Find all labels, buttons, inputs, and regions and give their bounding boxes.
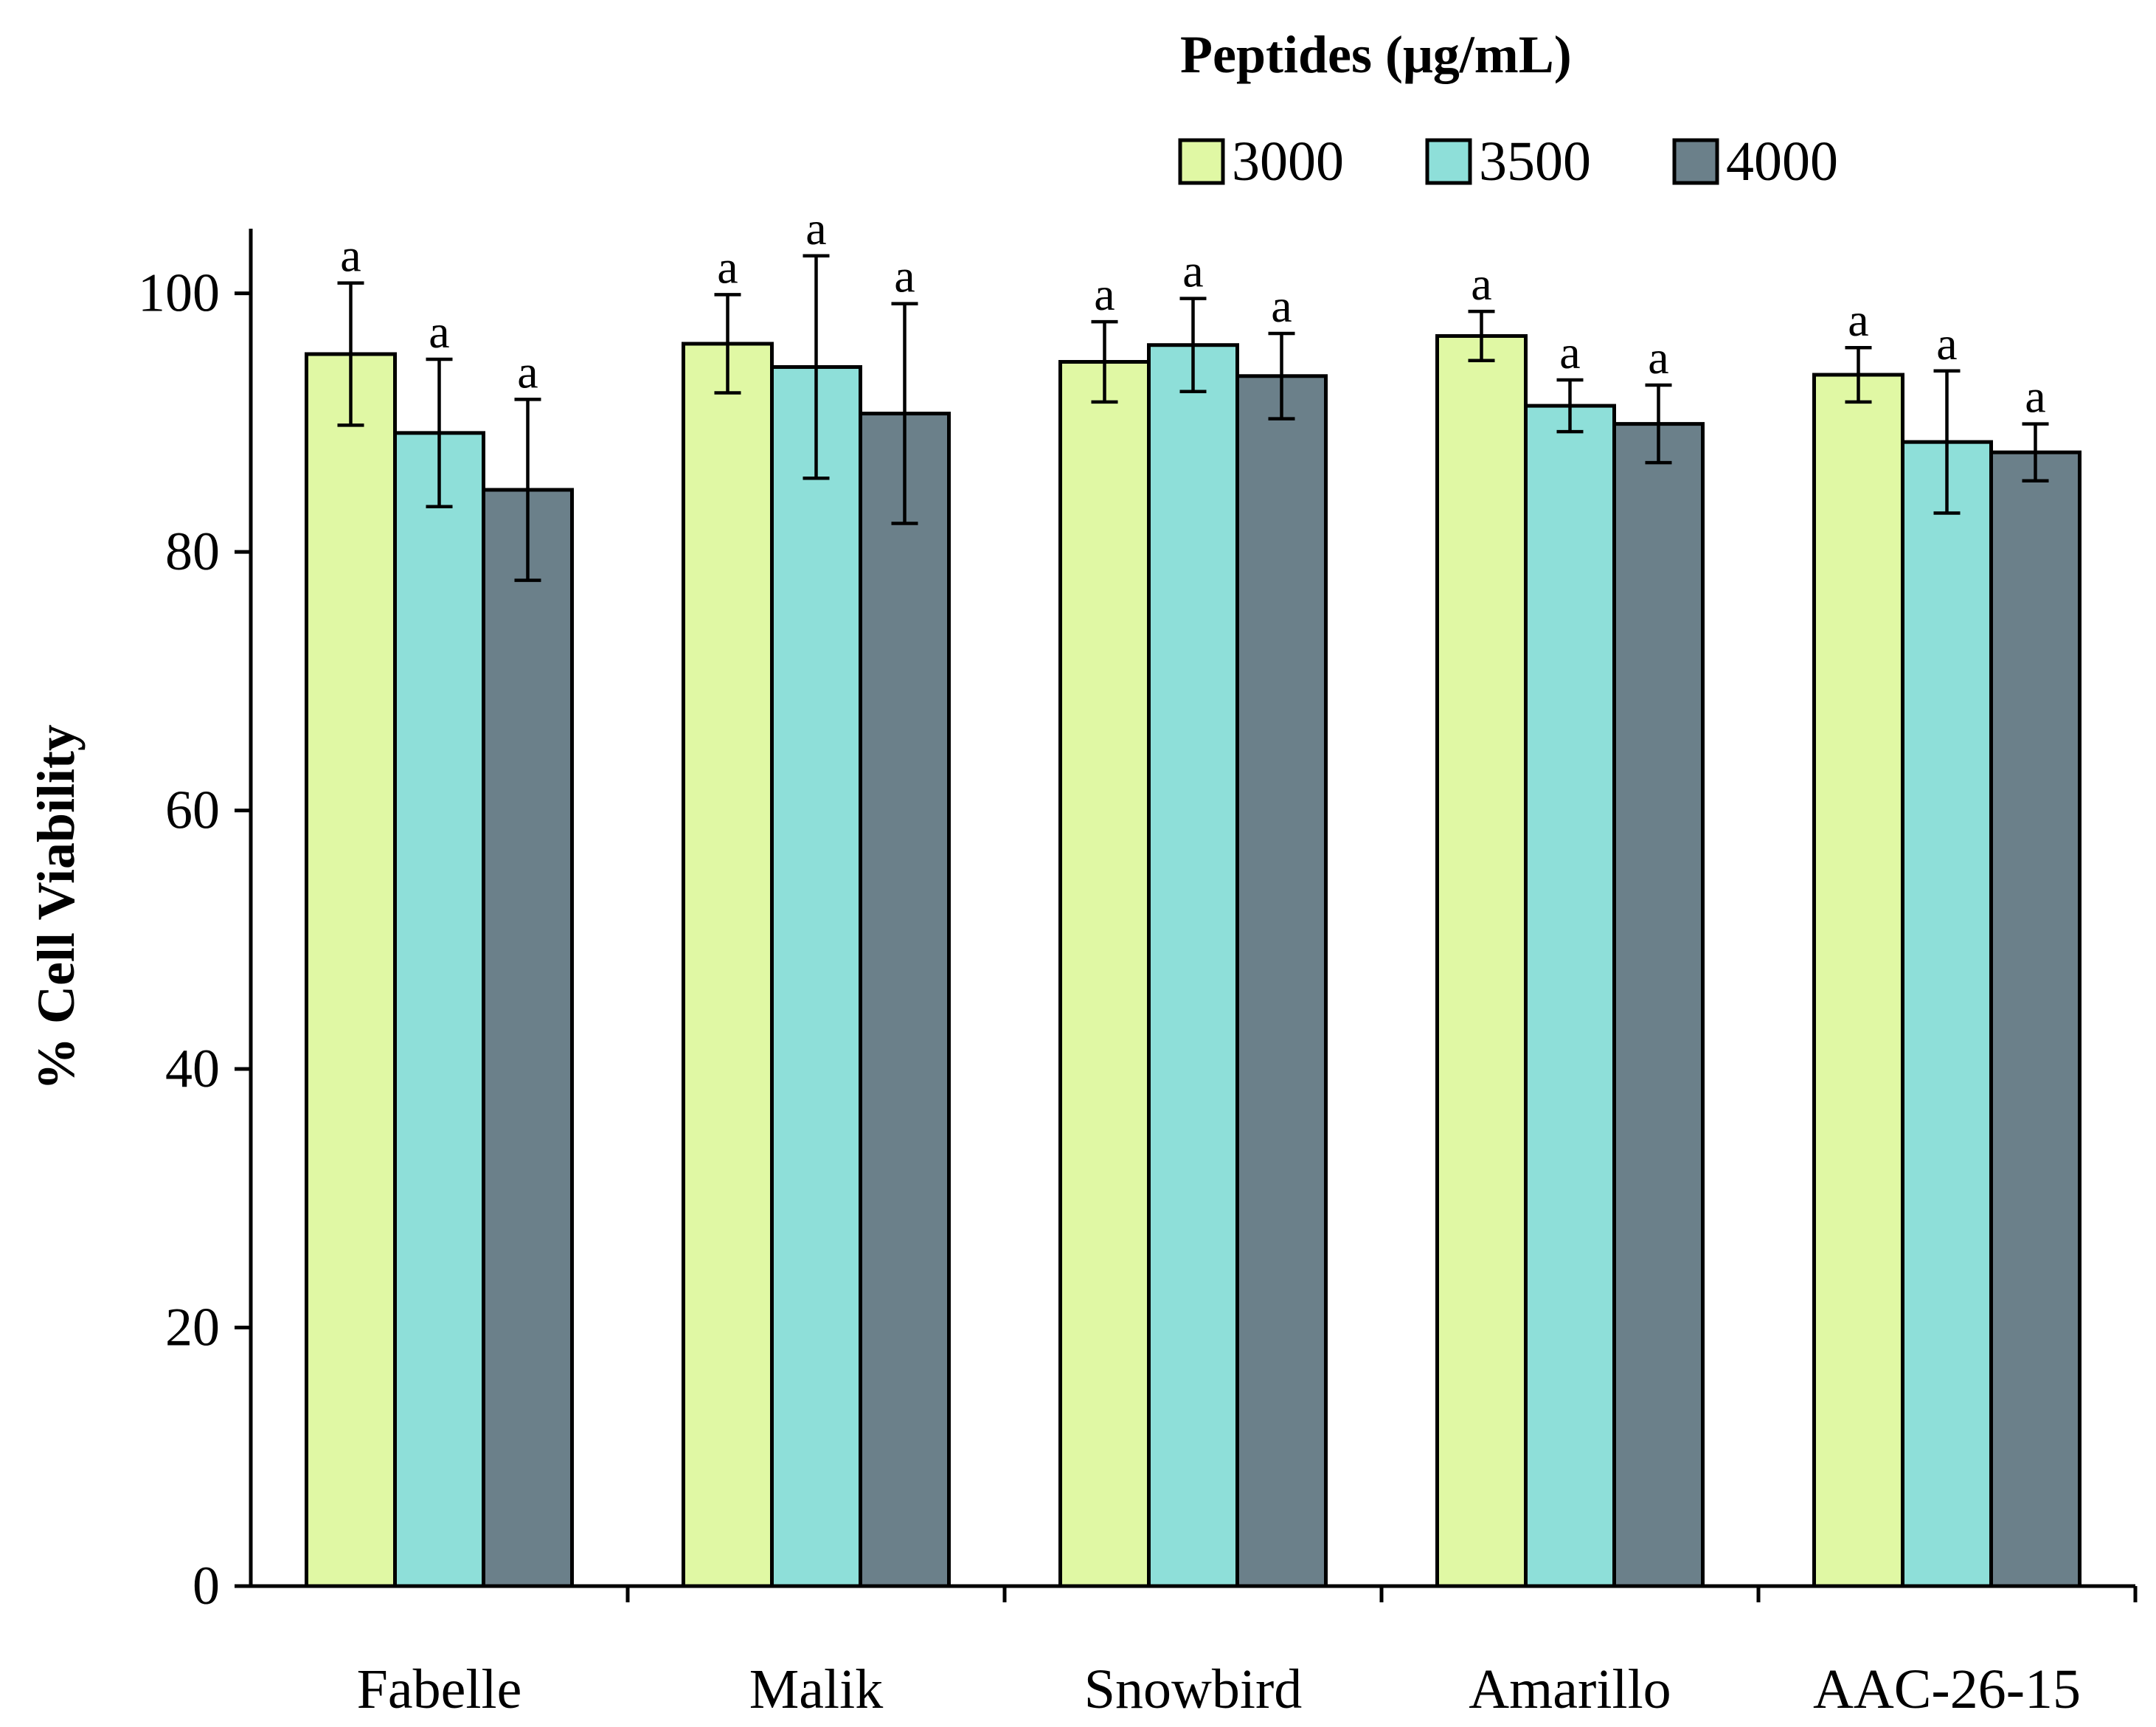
significance-label: a: [805, 202, 826, 255]
bar: [393, 431, 485, 1588]
error-bars: [337, 254, 2049, 582]
y-tick-label: 100: [138, 263, 220, 324]
legend-label: 3500: [1479, 131, 1591, 193]
x-tick-label: Amarillo: [1469, 1658, 1671, 1720]
bar: [1812, 373, 1904, 1588]
significance-label: a: [1094, 268, 1115, 320]
bar: [682, 342, 774, 1588]
legend-title: Peptides (μg/mL): [1180, 25, 1572, 84]
bar: [1901, 440, 1993, 1588]
bar: [859, 412, 951, 1588]
legend: 3000 3500 4000: [1178, 131, 1838, 193]
bar: [1147, 343, 1239, 1588]
bar: [305, 352, 397, 1588]
y-tick-label: 0: [193, 1556, 220, 1616]
bar: [1989, 450, 2082, 1588]
significance-label: a: [894, 250, 915, 302]
bar: [1235, 374, 1328, 1588]
bar: [1524, 404, 1616, 1588]
significance-label: a: [2025, 370, 2045, 423]
legend-swatch: [1178, 138, 1225, 185]
bar: [1612, 422, 1705, 1588]
significance-label: a: [517, 345, 538, 398]
bar: [770, 365, 862, 1588]
significance-label: a: [1648, 331, 1668, 384]
x-tick-label: Fabelle: [357, 1658, 522, 1720]
significance-label: a: [1936, 317, 1957, 370]
bar: [1435, 333, 1528, 1588]
legend-swatch: [1425, 138, 1472, 185]
x-tick-label: Malik: [749, 1658, 884, 1720]
x-tick-label: AAC-26-15: [1813, 1658, 2081, 1720]
significance-label: a: [1471, 257, 1491, 310]
significance-label: a: [1271, 280, 1292, 332]
labels: a a a a a a a a a a a a a a a: [340, 202, 2045, 423]
y-tick-label: 80: [165, 522, 220, 582]
axes: 0 20 40 60 80 100 Fabelle Malik Snowbird Amarillo…: [138, 229, 2138, 1720]
significance-label: a: [429, 305, 449, 358]
bar: [1058, 359, 1151, 1588]
y-tick-label: 60: [165, 781, 220, 841]
legend-label: 3000: [1232, 131, 1344, 193]
bar: [482, 488, 574, 1588]
legend-label: 4000: [1726, 131, 1838, 193]
legend-swatch: [1672, 138, 1719, 185]
significance-label: a: [1559, 326, 1580, 378]
bars: [305, 333, 2082, 1588]
significance-label: a: [717, 240, 738, 293]
significance-label: a: [1182, 245, 1203, 297]
x-tick-label: Snowbird: [1084, 1658, 1303, 1720]
y-axis-label: % Cell Viability: [27, 724, 86, 1090]
y-tick-label: 20: [165, 1298, 220, 1358]
significance-label: a: [340, 229, 361, 282]
y-tick-label: 40: [165, 1039, 220, 1099]
significance-label: a: [1848, 294, 1868, 346]
